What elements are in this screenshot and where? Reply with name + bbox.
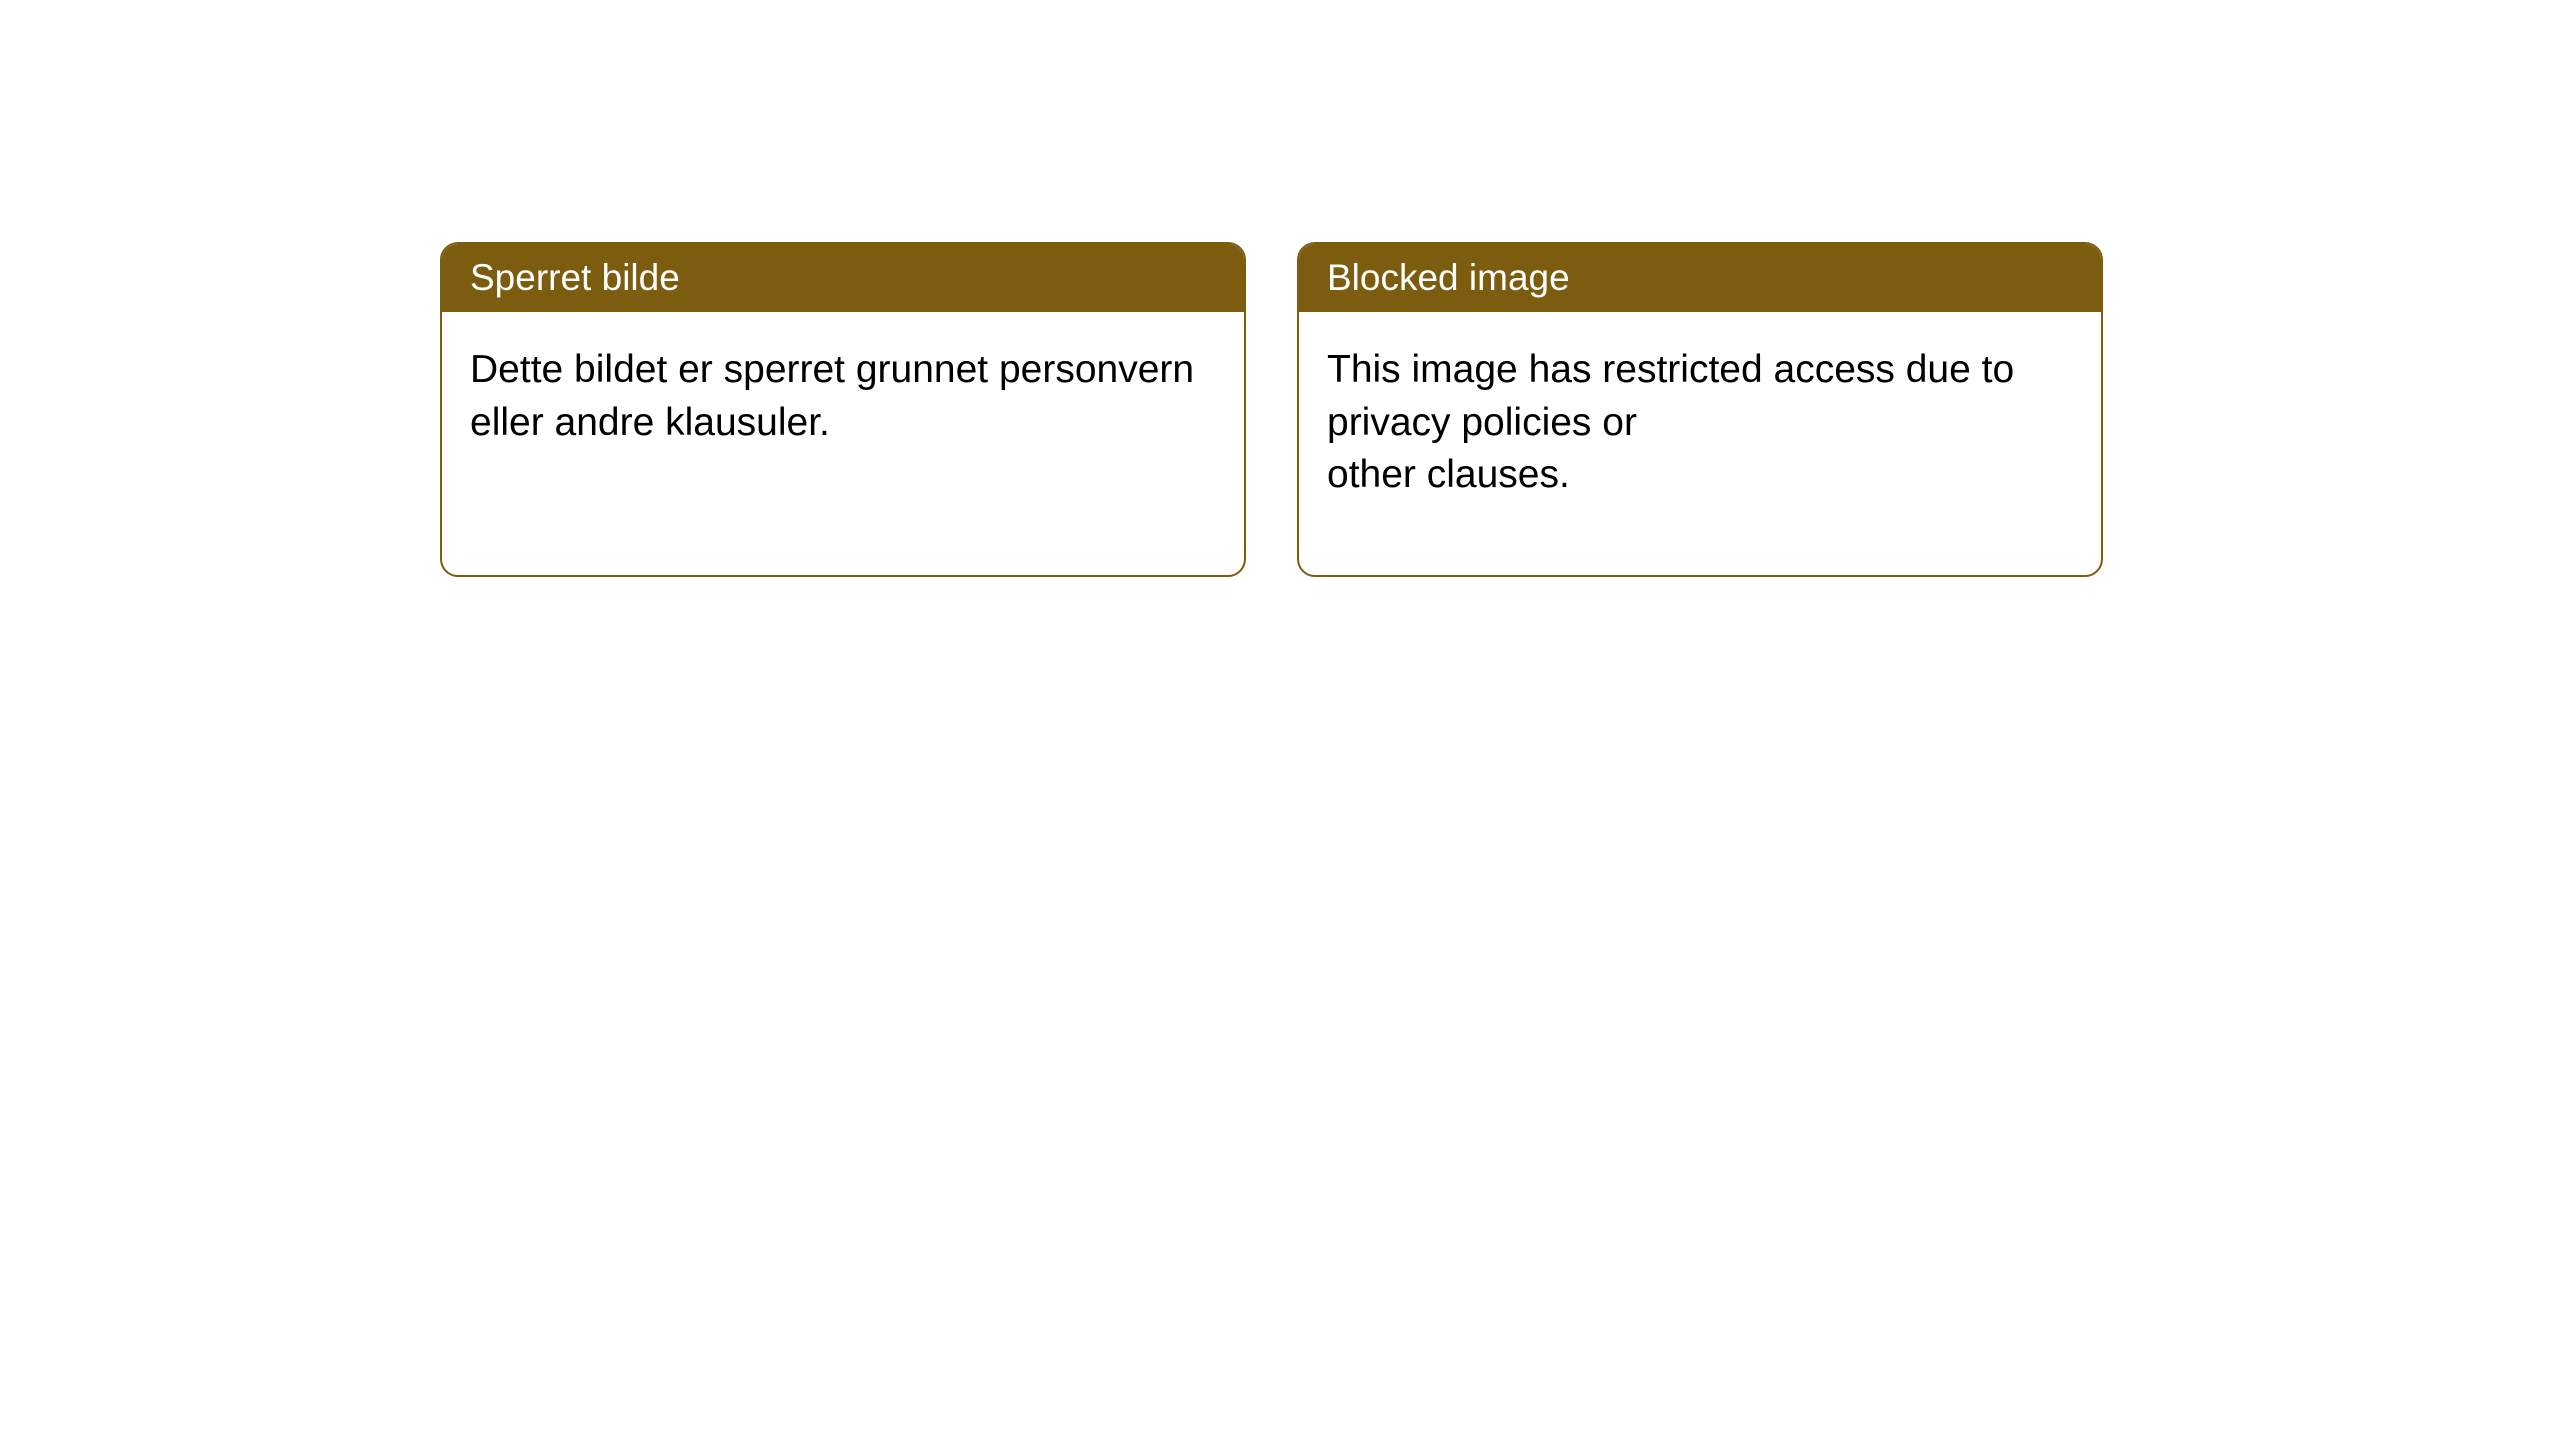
notice-card-norwegian: Sperret bilde Dette bildet er sperret gr… (440, 242, 1246, 577)
notice-card-body: Dette bildet er sperret grunnet personve… (442, 312, 1244, 481)
notice-card-header: Sperret bilde (442, 244, 1244, 312)
notice-card-body: This image has restricted access due to … (1299, 312, 2101, 534)
notice-container: Sperret bilde Dette bildet er sperret gr… (0, 0, 2560, 577)
notice-card-header: Blocked image (1299, 244, 2101, 312)
notice-card-english: Blocked image This image has restricted … (1297, 242, 2103, 577)
